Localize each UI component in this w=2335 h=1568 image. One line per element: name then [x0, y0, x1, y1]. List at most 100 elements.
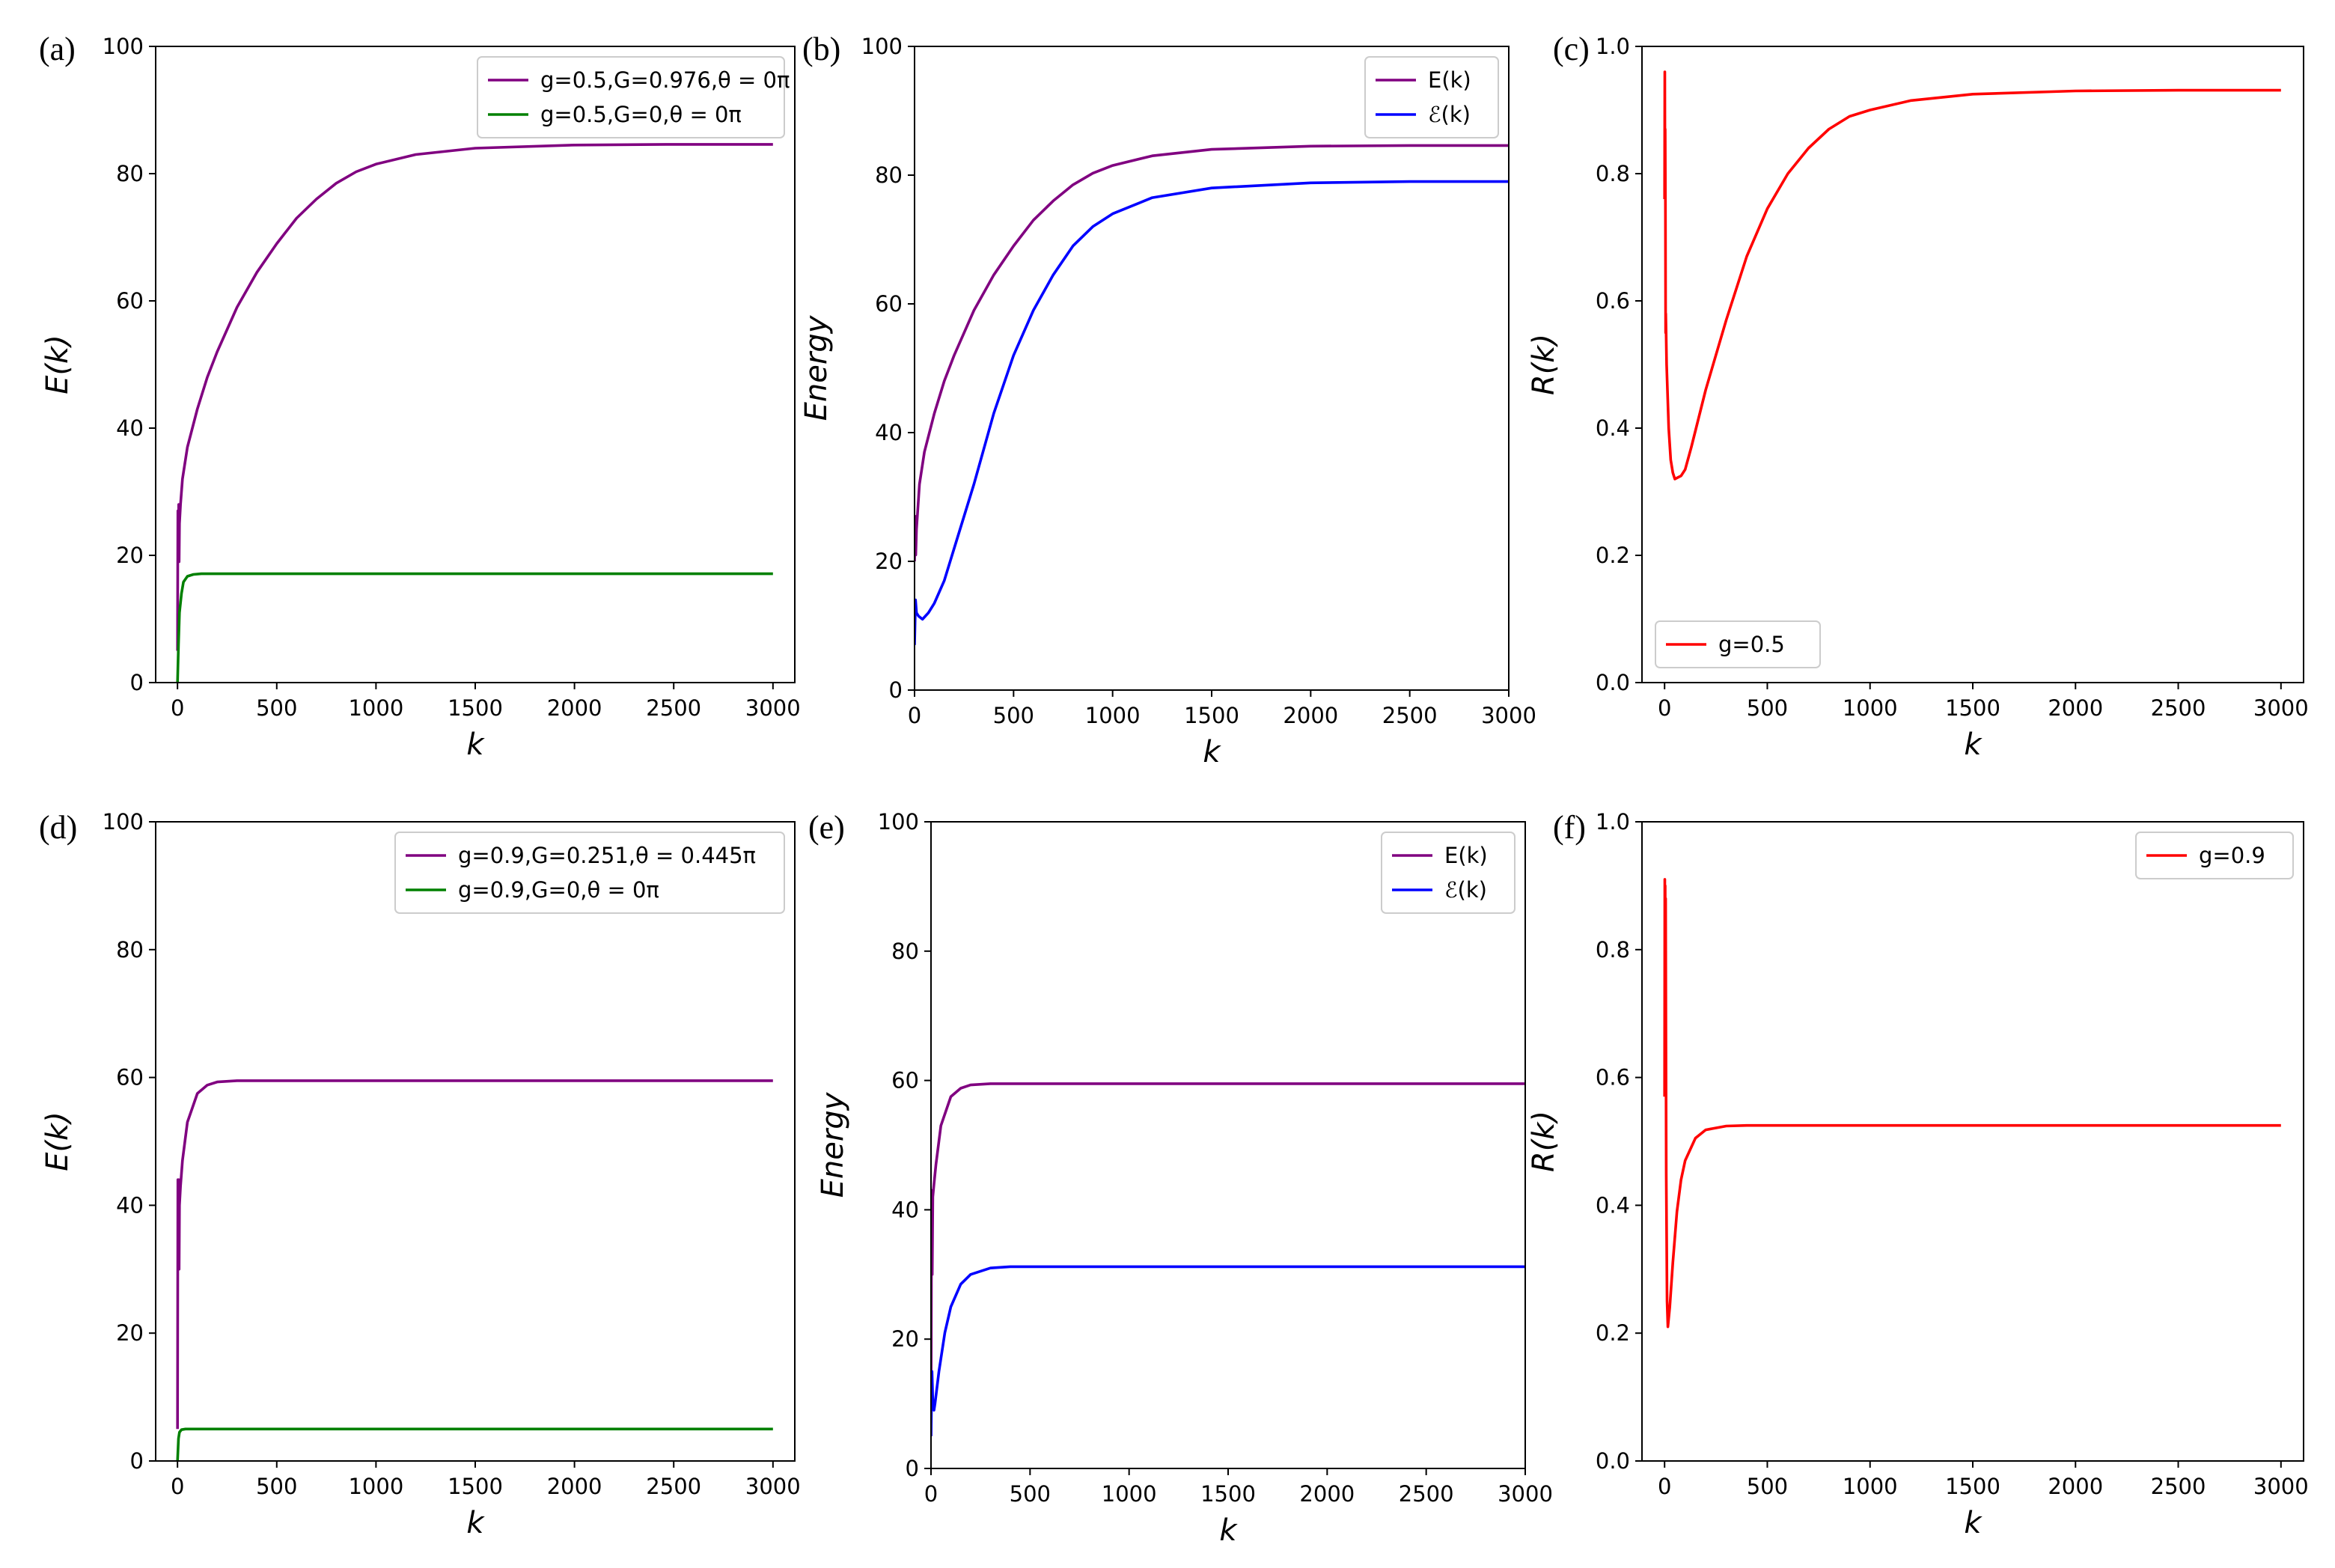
y-tick-label: 40 [116, 415, 144, 441]
legend: E(k) ℰ(k) [1364, 56, 1499, 138]
x-tick-label: 3000 [1498, 1481, 1553, 1507]
y-tick-label: 0.0 [1596, 1448, 1630, 1474]
legend: E(k) ℰ(k) [1381, 832, 1516, 914]
x-tick-label: 500 [993, 703, 1034, 728]
x-axis-label: k [466, 1506, 485, 1540]
legend-box [1655, 620, 1821, 668]
y-axis-label: R(k) [1527, 334, 1561, 395]
x-tick-label: 0 [908, 703, 921, 728]
panel-d: 0 500 1000 1500 2000 2500 3000 0 20 40 60 80 100 k E(k… [39, 809, 801, 1540]
y-tick-label: 0.4 [1596, 415, 1630, 441]
y-axis-label: R(k) [1527, 1111, 1561, 1172]
y-tick-label: 0 [130, 670, 144, 695]
plot-frame [914, 46, 1510, 691]
plot-frame [155, 46, 796, 683]
series-line [1663, 70, 2281, 481]
y-tick-label: 0.6 [1596, 288, 1630, 314]
x-tick-label: 0 [171, 1474, 184, 1499]
series-line [176, 572, 773, 683]
y-tick-label: 100 [861, 34, 903, 59]
x-tick-label: 2000 [547, 695, 602, 721]
legend-entry: g=0.5 [1718, 632, 1785, 657]
x-tick-label: 0 [1658, 695, 1671, 721]
x-tick-label: 1500 [448, 1474, 503, 1499]
x-tick-label: 3000 [745, 1474, 801, 1499]
y-tick-label: 0.8 [1596, 161, 1630, 186]
x-tick-label: 1000 [348, 695, 403, 721]
panel-f: 0 500 1000 1500 2000 2500 3000 0.0 0.2 0.4 0.6 0.8 1… [1527, 809, 2309, 1540]
x-tick-label: 500 [1010, 1481, 1051, 1507]
x-tick-label: 0 [1658, 1474, 1671, 1499]
series-line [931, 1082, 1525, 1436]
y-tick-label: 60 [891, 1068, 919, 1093]
panel-label: (e) [808, 809, 845, 846]
legend-box [1381, 832, 1516, 914]
panel-c: 0 500 1000 1500 2000 2500 3000 0.0 0.2 0.4 0.6 0.8 1… [1527, 31, 2309, 762]
x-tick-label: 1500 [1945, 1474, 2000, 1499]
y-tick-label: 0 [889, 677, 903, 703]
y-tick-label: 100 [878, 809, 919, 835]
x-tick-label: 3000 [2253, 695, 2309, 721]
panel-label: (d) [39, 809, 77, 846]
y-tick-label: 0 [906, 1456, 919, 1481]
series-line [176, 1427, 773, 1461]
plot-frame [1641, 821, 2304, 1462]
x-tick-label: 1500 [1200, 1481, 1256, 1507]
x-tick-label: 2500 [1382, 703, 1438, 728]
y-axis-label: Energy [799, 314, 834, 421]
panel-b: 0 500 1000 1500 2000 2500 3000 0 20 40 60 80 100 k Ene… [799, 31, 1536, 769]
x-tick-label: 500 [1747, 695, 1788, 721]
x-tick-label: 1000 [1085, 703, 1141, 728]
x-tick-label: 1000 [348, 1474, 403, 1499]
y-tick-label: 0.4 [1596, 1192, 1630, 1218]
y-tick-label: 0.6 [1596, 1065, 1630, 1090]
y-axis-label: E(k) [40, 335, 75, 394]
y-tick-label: 40 [116, 1192, 144, 1218]
x-tick-label: 2000 [2048, 695, 2103, 721]
legend: g=0.9,G=0.251,θ = 0.445π g=0.9,G=0,θ = 0π [394, 832, 785, 914]
x-tick-label: 500 [256, 1474, 297, 1499]
plot-frame [1641, 46, 2304, 683]
y-tick-label: 0.8 [1596, 937, 1630, 963]
x-tick-label: 1000 [1102, 1481, 1157, 1507]
y-tick-label: 20 [116, 1320, 144, 1346]
x-tick-label: 3000 [745, 695, 801, 721]
panel-label: (b) [802, 31, 840, 67]
y-tick-label: 80 [116, 937, 144, 963]
legend-box [2135, 832, 2294, 879]
legend-entry: g=0.5,G=0.976,θ = 0π [540, 67, 790, 93]
legend-entry: ℰ(k) [1428, 102, 1471, 127]
x-tick-label: 2500 [646, 695, 701, 721]
x-tick-label: 3000 [1481, 703, 1536, 728]
x-tick-label: 1500 [1184, 703, 1239, 728]
series-line [915, 180, 1509, 645]
series-line [176, 1079, 773, 1430]
x-tick-label: 1000 [1843, 1474, 1898, 1499]
panel-e: 0 500 1000 1500 2000 2500 3000 0 20 40 60 80 100 k Ene… [808, 809, 1553, 1548]
y-tick-label: 80 [891, 939, 919, 964]
y-axis-label: Energy [816, 1091, 850, 1198]
legend-entry: ℰ(k) [1444, 877, 1487, 903]
y-tick-label: 20 [875, 549, 903, 574]
y-tick-label: 0.0 [1596, 670, 1630, 695]
x-tick-label: 2000 [1299, 1481, 1355, 1507]
legend: g=0.5,G=0.976,θ = 0π g=0.5,G=0,θ = 0π [477, 56, 790, 138]
y-tick-label: 0.2 [1596, 1320, 1630, 1346]
x-tick-label: 0 [924, 1481, 938, 1507]
x-tick-label: 1000 [1843, 695, 1898, 721]
panel-label: (f) [1553, 809, 1586, 846]
legend-box [394, 832, 785, 914]
legend-entry: E(k) [1428, 67, 1471, 93]
series-line [1663, 878, 2281, 1328]
legend-box [477, 56, 785, 138]
y-tick-label: 100 [103, 809, 144, 835]
panel-label: (a) [39, 31, 76, 67]
y-tick-label: 60 [116, 1065, 144, 1090]
legend-entry: g=0.9,G=0,θ = 0π [458, 877, 659, 903]
y-axis-label: E(k) [40, 1111, 75, 1171]
y-tick-label: 60 [875, 291, 903, 317]
x-axis-label: k [1219, 1513, 1238, 1548]
y-tick-label: 80 [116, 161, 144, 186]
x-tick-label: 3000 [2253, 1474, 2309, 1499]
